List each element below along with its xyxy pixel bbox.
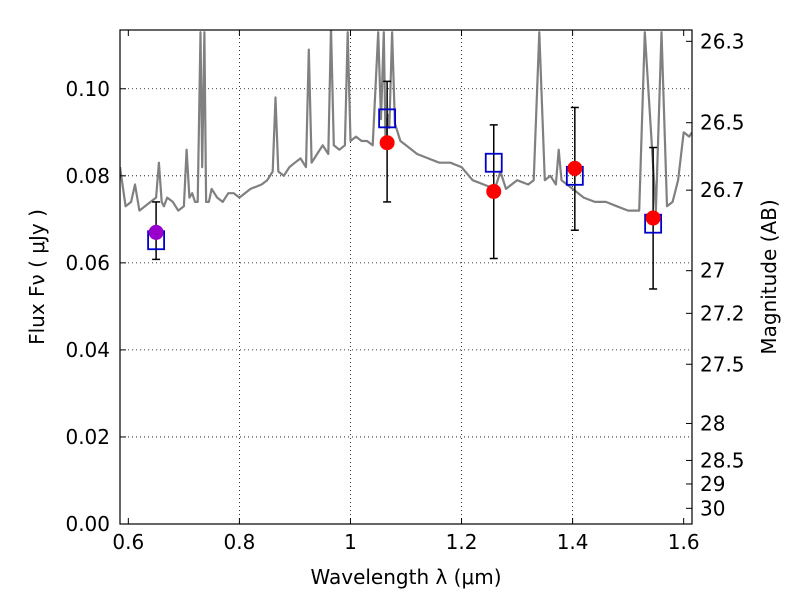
observed-point [567, 160, 583, 176]
y2-tick-label: 27 [700, 259, 725, 283]
y2-tick-label: 28.5 [700, 448, 745, 472]
y2-tick-label: 28 [700, 411, 725, 435]
y-tick-label: 0.06 [65, 251, 110, 275]
model-spectrum [120, 30, 692, 212]
y-axis-label: Flux Fν ( μJy ) [25, 209, 49, 345]
x-axis-ticks: 0.6 0.8 1 1.2 1.4 1.6 [112, 30, 700, 554]
y2-tick-label: 26.5 [700, 111, 745, 135]
observed-photometry-points [148, 135, 661, 240]
y2-tick-label: 26.3 [700, 29, 745, 53]
observed-point [645, 210, 661, 226]
x-tick-label: 1.6 [668, 530, 700, 554]
plot-frame [119, 29, 693, 525]
model-photometry-box [378, 108, 397, 129]
y-tick-label: 0.08 [65, 164, 110, 188]
grid-lines [120, 30, 692, 524]
y-tick-label: 0.02 [65, 425, 110, 449]
observed-point [148, 224, 164, 240]
x-tick-label: 1.2 [446, 530, 478, 554]
x-tick-label: 1.4 [557, 530, 589, 554]
x-axis-label: Wavelength λ (μm) [310, 565, 501, 589]
y2-tick-label: 26.7 [700, 178, 745, 202]
y-tick-label: 0.10 [65, 77, 110, 101]
x-tick-label: 0.6 [112, 530, 144, 554]
y2-axis-label: Magnitude (AB) [757, 199, 781, 354]
model-spectrum-line [120, 30, 692, 212]
y2-tick-label: 30 [700, 496, 725, 520]
y-axis-ticks: 0.00 0.02 0.04 0.06 0.08 0.10 [65, 77, 126, 536]
y-tick-label: 0.04 [65, 338, 110, 362]
model-photometry-box [484, 152, 503, 173]
x-tick-label: 1 [344, 530, 357, 554]
model-photometry-boxes [147, 108, 663, 251]
y2-tick-label: 29 [700, 472, 725, 496]
observed-point [486, 183, 502, 199]
x-tick-label: 0.8 [223, 530, 255, 554]
y2-tick-label: 27.2 [700, 301, 745, 325]
y2-tick-label: 27.5 [700, 352, 745, 376]
y-tick-label: 0.00 [65, 512, 110, 536]
observed-point [379, 135, 395, 151]
